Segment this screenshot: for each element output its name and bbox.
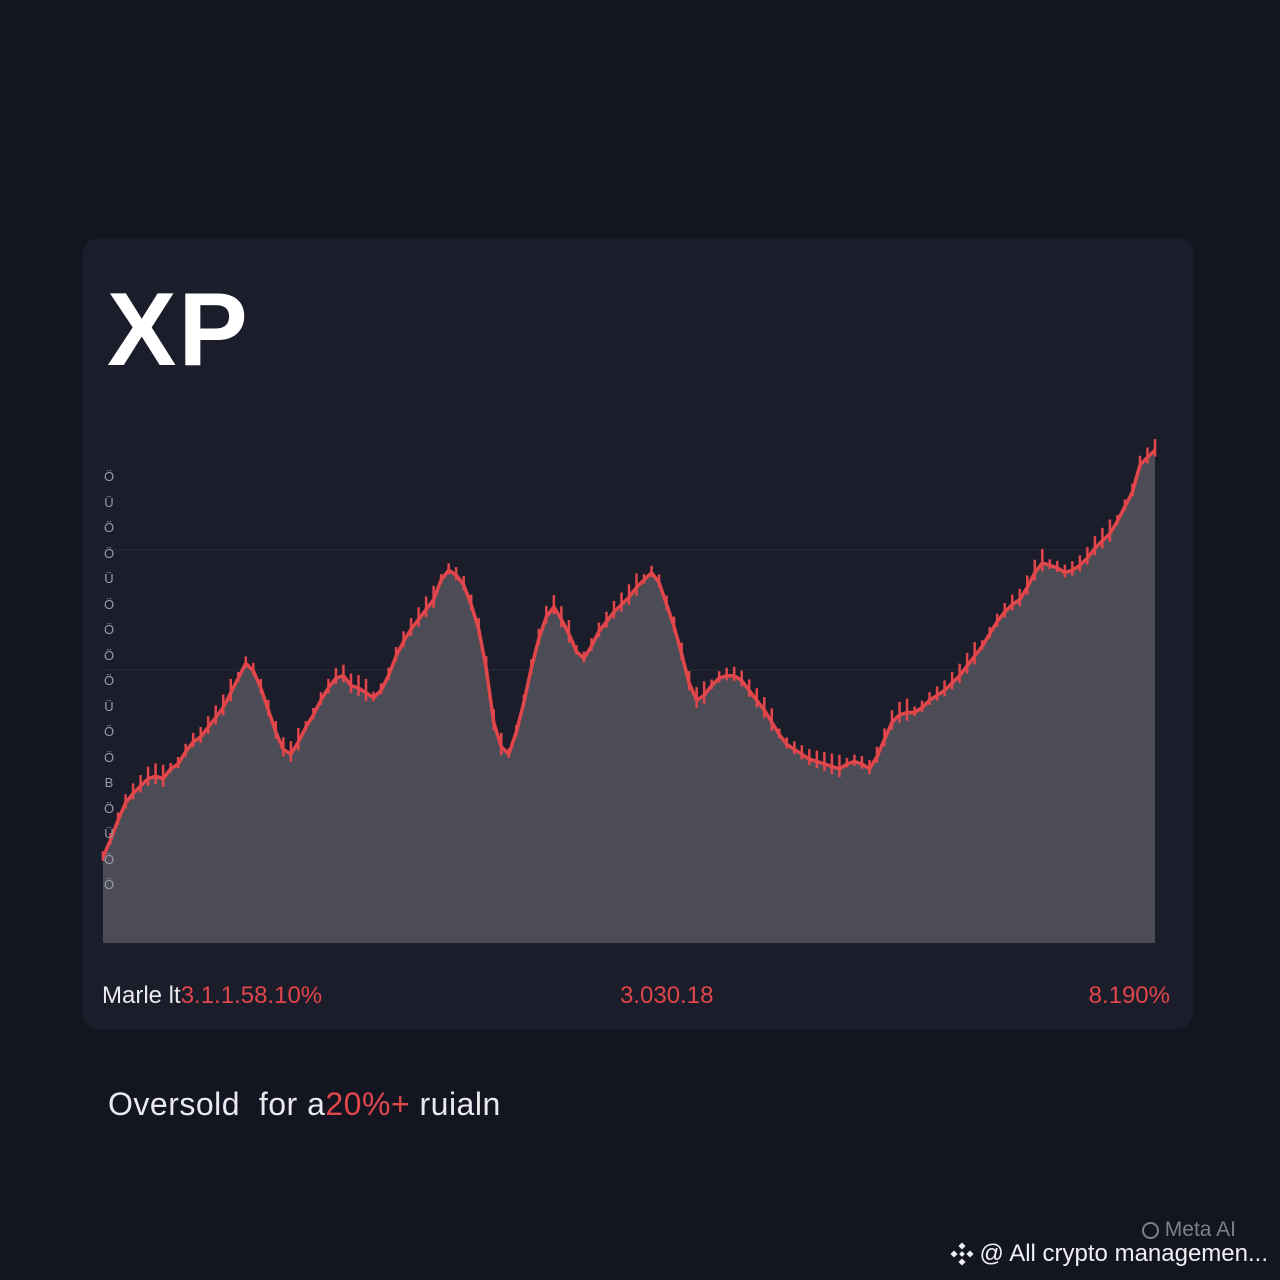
diamond-icon (949, 1242, 974, 1266)
y-axis-tick-label: Ö (103, 749, 115, 765)
meta-ai-watermark: Meta AI (1141, 1218, 1236, 1242)
stat-right-value: 8.190% (1088, 982, 1170, 1009)
y-axis-tick-label: Ö (103, 469, 115, 484)
y-axis-tick-label: Ö (103, 877, 115, 892)
source-text: @ All crypto managemen... (979, 1240, 1269, 1267)
y-axis-tick-label: Ö (103, 851, 115, 867)
stat-mid-value: 3.030.18 (620, 982, 714, 1009)
y-axis-tick-label: Ö (103, 622, 115, 637)
stat-left-value: 3.1.1.58.10% (180, 982, 323, 1009)
chart-title: XP (107, 272, 250, 388)
y-axis-tick-label: Ö (103, 647, 115, 663)
y-axis-tick-label: Ö (103, 724, 115, 739)
y-axis-tick-label: Ü (104, 698, 114, 714)
y-axis-tick-label: Ö (103, 520, 115, 535)
stat-left-label: Marle lt (102, 982, 181, 1009)
caption-highlight: 20%+ (325, 1086, 411, 1122)
price-area (103, 450, 1155, 943)
caption-after: ruialn (410, 1086, 501, 1122)
y-axis-tick-label: Ü (104, 494, 114, 510)
stat-left: Marle lt3.1.1.58.10% (102, 984, 322, 1008)
y-axis-tick-label: Ö (103, 545, 115, 561)
price-chart (101, 439, 1157, 943)
price-ticks (101, 439, 1157, 861)
y-axis-tick-label: Ö (103, 800, 115, 816)
caption: Oversold for a20%+ ruialn (108, 1086, 501, 1123)
stat-right: 8.190% (1089, 984, 1170, 1008)
source-attribution: @ All crypto managemen... (949, 1240, 1269, 1268)
y-axis-tick-label: Ü (104, 571, 114, 586)
y-axis-tick-label: B (104, 775, 114, 790)
caption-before: Oversold for a (108, 1086, 326, 1122)
y-axis-tick-label: Ü (104, 826, 114, 841)
y-axis-tick-label: Ö (103, 596, 115, 612)
meta-ai-label: Meta AI (1164, 1218, 1236, 1241)
y-axis-tick-label: Ö (103, 673, 115, 688)
stat-mid: 3.030.18 (620, 984, 713, 1008)
ring-icon (1141, 1221, 1159, 1239)
